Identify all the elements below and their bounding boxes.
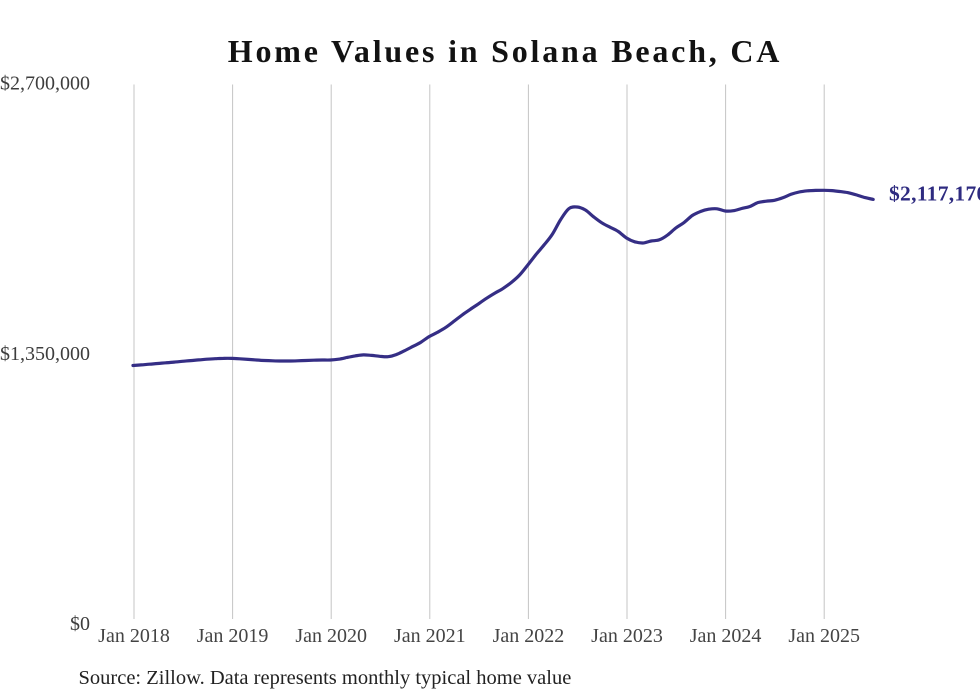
svg-text:$2,117,170: $2,117,170	[889, 182, 980, 206]
svg-text:$0: $0	[70, 613, 90, 635]
svg-text:Source: Zillow. Data represent: Source: Zillow. Data represents monthly …	[79, 667, 572, 689]
svg-text:Jan 2023: Jan 2023	[591, 625, 663, 647]
svg-text:Jan 2021: Jan 2021	[394, 625, 466, 647]
svg-text:Jan 2018: Jan 2018	[98, 625, 170, 647]
svg-text:$2,700,000: $2,700,000	[0, 73, 90, 95]
svg-text:Jan 2025: Jan 2025	[788, 625, 860, 647]
svg-text:Jan 2020: Jan 2020	[295, 625, 367, 647]
svg-text:Jan 2019: Jan 2019	[197, 625, 269, 647]
svg-text:Jan 2022: Jan 2022	[493, 625, 565, 647]
svg-text:Home Values in Solana Beach, C: Home Values in Solana Beach, CA	[228, 33, 782, 69]
svg-text:$1,350,000: $1,350,000	[0, 343, 90, 365]
svg-text:Jan 2024: Jan 2024	[690, 625, 762, 647]
